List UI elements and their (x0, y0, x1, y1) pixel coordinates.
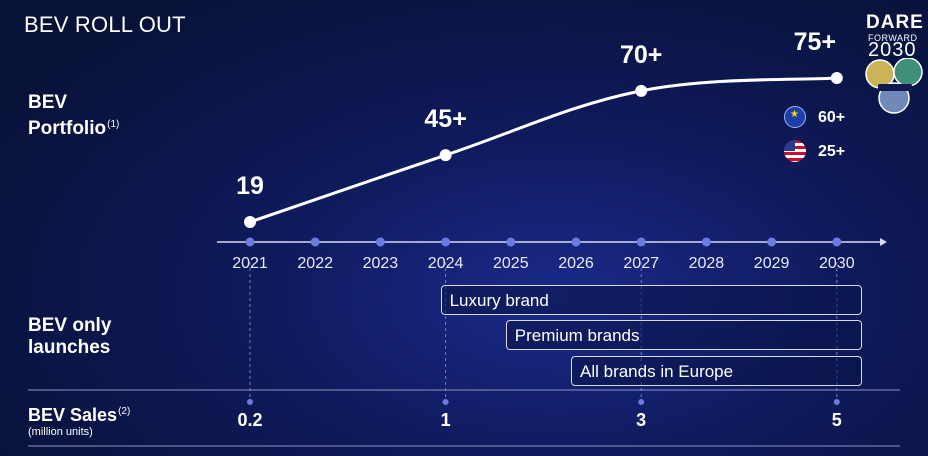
sales-value-2030: 5 (831, 410, 842, 430)
sales-value-2021: 0.2 (237, 410, 263, 430)
x-axis-arrow-icon (880, 238, 887, 246)
portfolio-point-2021 (244, 216, 256, 228)
portfolio-row-label: BEV Portfolio(1) (28, 92, 119, 140)
launch-box-3: All brands in Europe (571, 356, 862, 386)
sales-units-note: (million units) (28, 426, 93, 438)
axis-tick-dot-2024 (441, 237, 451, 247)
x-tick-label-2027: 2027 (623, 255, 659, 272)
sales-marker-2027 (638, 399, 645, 405)
x-tick-label-2023: 2023 (362, 255, 399, 272)
axis-tick-dot-2030 (832, 237, 842, 247)
sales-footnote: (2) (118, 406, 131, 417)
portfolio-value-label-2030: 75+ (793, 28, 837, 56)
launch-box-1: Luxury brand (440, 285, 862, 315)
axis-tick-dot-2029 (767, 237, 777, 247)
logo-line1: DARE (866, 12, 924, 33)
page-title: BEV ROLL OUT (24, 12, 186, 37)
portfolio-value-label-2024: 45+ (424, 105, 467, 134)
sales-label-text: BEV Sales (28, 405, 118, 425)
logo-badges-icon (865, 58, 923, 114)
axis-tick-dot-2022 (310, 237, 320, 247)
axis-tick-dot-2023 (375, 237, 385, 247)
x-tick-label-2021: 2021 (232, 255, 268, 272)
portfolio-label-text: Portfolio (28, 118, 107, 139)
portfolio-point-2024 (439, 149, 452, 162)
us-flag-icon (784, 140, 806, 162)
sales-row-label: BEV Sales(2) (28, 401, 130, 426)
axis-tick-dot-2028 (701, 237, 711, 247)
region-us-value: 25+ (818, 143, 846, 160)
axis-tick-dot-2026 (571, 237, 581, 247)
portfolio-point-2027 (635, 84, 648, 97)
launch-box-2: Premium brands (505, 320, 862, 350)
sales-value-2024: 1 (440, 410, 451, 430)
axis-tick-dot-2027 (636, 237, 646, 247)
x-tick-label-2024: 2024 (427, 255, 464, 272)
portfolio-point-2030 (830, 72, 843, 84)
x-tick-label-2026: 2026 (558, 255, 594, 272)
x-tick-label-2030: 2030 (819, 255, 855, 272)
sales-marker-2030 (833, 399, 840, 405)
portfolio-label-line2: Portfolio(1) (28, 114, 119, 140)
logo-line2: FORWARD (868, 33, 918, 43)
portfolio-value-label-2027: 70+ (619, 40, 663, 69)
launches-row-label: BEV only launches (28, 315, 111, 359)
x-tick-label-2022: 2022 (297, 255, 333, 272)
portfolio-value-label-2021: 19 (236, 172, 264, 200)
launches-label-line2: launches (28, 337, 111, 358)
axis-tick-dot-2025 (506, 237, 516, 247)
sales-marker-2024 (442, 399, 449, 405)
portfolio-footnote: (1) (107, 119, 120, 130)
sales-value-2027: 3 (636, 410, 647, 430)
axis-tick-dot-2021 (245, 237, 255, 247)
portfolio-label-line1: BEV (28, 92, 68, 113)
eu-flag-icon (784, 106, 806, 128)
x-tick-label-2029: 2029 (753, 255, 790, 272)
logo-line3: 2030 (868, 39, 917, 61)
sales-marker-2021 (247, 399, 253, 405)
launches-label-line1: BEV only (28, 315, 112, 336)
region-eu-value: 60+ (818, 109, 846, 126)
x-tick-label-2025: 2025 (493, 255, 529, 272)
x-tick-label-2028: 2028 (688, 255, 725, 272)
portfolio-series-line (249, 76, 837, 224)
